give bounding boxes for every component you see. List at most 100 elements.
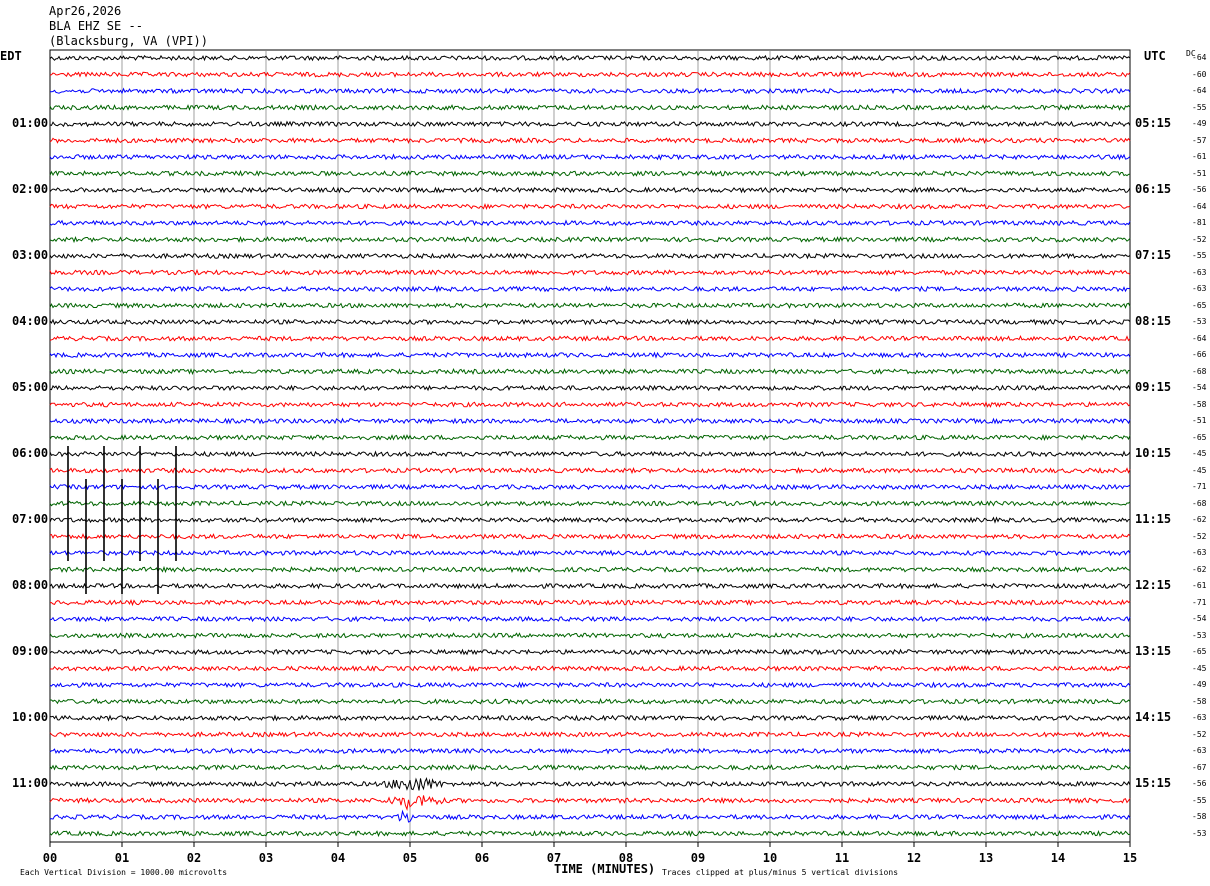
dc-offset-label: -49 bbox=[1192, 680, 1207, 689]
trace-row-line bbox=[49, 714, 1131, 722]
left-hour-label: 02:00 bbox=[12, 182, 49, 196]
dc-offset-label: -63 bbox=[1192, 284, 1207, 293]
dc-offset-label: -64 bbox=[1192, 86, 1207, 95]
dc-offset-label: -65 bbox=[1192, 647, 1207, 656]
date-label: Apr26,2026 bbox=[49, 4, 122, 18]
right-hour-label: 10:15 bbox=[1135, 446, 1172, 460]
dc-offset-label: -55 bbox=[1192, 251, 1207, 260]
left-timezone-label: EDT bbox=[0, 49, 22, 63]
trace-row-line bbox=[49, 169, 1131, 177]
dc-header: DC bbox=[1186, 49, 1196, 58]
right-hour-label: 07:15 bbox=[1135, 248, 1172, 262]
left-hour-label: 11:00 bbox=[12, 776, 49, 790]
dc-offset-label: -63 bbox=[1192, 267, 1207, 277]
trace-row-line bbox=[49, 809, 1131, 823]
trace-row-line bbox=[49, 615, 1131, 623]
left-hour-label: 05:00 bbox=[12, 380, 49, 394]
trace-row-line bbox=[49, 87, 1131, 95]
dc-offset-label: -58 bbox=[1192, 696, 1207, 706]
dc-offset-label: -45 bbox=[1192, 663, 1207, 673]
left-hour-label: 07:00 bbox=[12, 512, 49, 526]
x-tick-label: 06 bbox=[475, 851, 489, 865]
left-hour-label: 10:00 bbox=[12, 710, 49, 724]
trace-row-line bbox=[49, 54, 1131, 62]
dc-offset-label: -58 bbox=[1192, 812, 1207, 821]
trace-row-line bbox=[49, 153, 1131, 161]
dc-offset-label: -64 bbox=[1192, 201, 1207, 211]
trace-row-line bbox=[49, 285, 1131, 293]
trace-row-line bbox=[49, 516, 1131, 524]
left-hour-label: 01:00 bbox=[12, 116, 49, 130]
dc-offset-label: -45 bbox=[1192, 449, 1207, 458]
dc-offset-label: -56 bbox=[1192, 185, 1207, 194]
x-tick-label: 15 bbox=[1123, 851, 1137, 865]
dc-offset-label: -61 bbox=[1192, 152, 1207, 161]
dc-offset-label: -45 bbox=[1192, 465, 1207, 475]
dc-offset-label: -63 bbox=[1192, 713, 1207, 722]
x-tick-label: 07 bbox=[547, 851, 561, 865]
dc-offset-label: -49 bbox=[1192, 119, 1207, 128]
trace-row-line bbox=[49, 565, 1131, 574]
left-hour-label: 06:00 bbox=[12, 446, 49, 460]
trace-row-line bbox=[49, 120, 1131, 128]
x-tick-label: 09 bbox=[691, 851, 705, 865]
dc-offset-label: -66 bbox=[1192, 350, 1207, 359]
trace-row-line bbox=[49, 137, 1131, 144]
dc-offset-label: -68 bbox=[1192, 498, 1207, 508]
right-hour-label: 05:15 bbox=[1135, 116, 1172, 130]
dc-offset-label: -56 bbox=[1192, 779, 1207, 788]
right-hour-label: 11:15 bbox=[1135, 512, 1172, 526]
dc-offset-label: -51 bbox=[1192, 168, 1207, 178]
trace-row-line bbox=[49, 483, 1131, 491]
dc-offset-label: -54 bbox=[1192, 383, 1207, 392]
dc-offset-label: -67 bbox=[1192, 762, 1207, 772]
x-axis-title: TIME (MINUTES) bbox=[554, 862, 656, 876]
trace-row-line bbox=[49, 795, 1131, 812]
dc-offset-label: -65 bbox=[1192, 300, 1207, 310]
right-hour-label: 06:15 bbox=[1135, 182, 1172, 196]
left-hour-label: 03:00 bbox=[12, 248, 49, 262]
trace-row-line bbox=[49, 368, 1131, 376]
dc-offset-label: -63 bbox=[1192, 548, 1207, 557]
dc-offset-label: -58 bbox=[1192, 399, 1207, 409]
x-tick-label: 12 bbox=[907, 851, 921, 865]
dc-offset-label: -64 bbox=[1192, 333, 1207, 343]
trace-row-line bbox=[49, 450, 1131, 458]
dc-offset-label: -71 bbox=[1192, 482, 1207, 491]
dc-offset-label: -52 bbox=[1192, 234, 1207, 244]
trace-row-line bbox=[49, 434, 1131, 442]
trace-row-line bbox=[49, 681, 1131, 689]
footer-clip-note: Traces clipped at plus/minus 5 vertical … bbox=[662, 868, 899, 877]
left-hour-label: 09:00 bbox=[12, 644, 49, 658]
x-tick-label: 13 bbox=[979, 851, 993, 865]
trace-row-line bbox=[49, 499, 1131, 507]
dc-offset-label: -62 bbox=[1192, 564, 1207, 574]
station-label: BLA EHZ SE -- bbox=[49, 19, 143, 33]
dc-offset-label: -53 bbox=[1192, 317, 1207, 326]
location-label: (Blacksburg, VA (VPI)) bbox=[49, 34, 208, 48]
dc-offset-label: -71 bbox=[1192, 597, 1207, 607]
trace-row-line bbox=[49, 219, 1131, 227]
dc-offset-label: -64 bbox=[1192, 53, 1207, 62]
dc-offset-label: -63 bbox=[1192, 746, 1207, 755]
trace-row-line bbox=[49, 747, 1131, 755]
left-hour-label: 04:00 bbox=[12, 314, 49, 328]
right-timezone-label: UTC bbox=[1144, 49, 1166, 63]
trace-row-line bbox=[49, 268, 1131, 277]
plot-frame bbox=[49, 49, 1131, 843]
trace-row-line bbox=[49, 829, 1131, 838]
trace-row-line bbox=[49, 763, 1131, 772]
trace-row-line bbox=[49, 549, 1131, 557]
dc-offset-label: -52 bbox=[1192, 729, 1207, 739]
dc-offset-label: -62 bbox=[1192, 515, 1207, 524]
trace-row-line bbox=[49, 466, 1131, 475]
trace-row-line bbox=[49, 103, 1131, 112]
trace-row-line bbox=[49, 351, 1131, 359]
x-tick-label: 04 bbox=[331, 851, 345, 865]
trace-row-line bbox=[49, 318, 1131, 326]
trace-row-line bbox=[49, 235, 1131, 244]
trace-row-line bbox=[49, 384, 1131, 392]
trace-row-line bbox=[49, 335, 1131, 343]
dc-offset-label: -55 bbox=[1192, 102, 1207, 112]
